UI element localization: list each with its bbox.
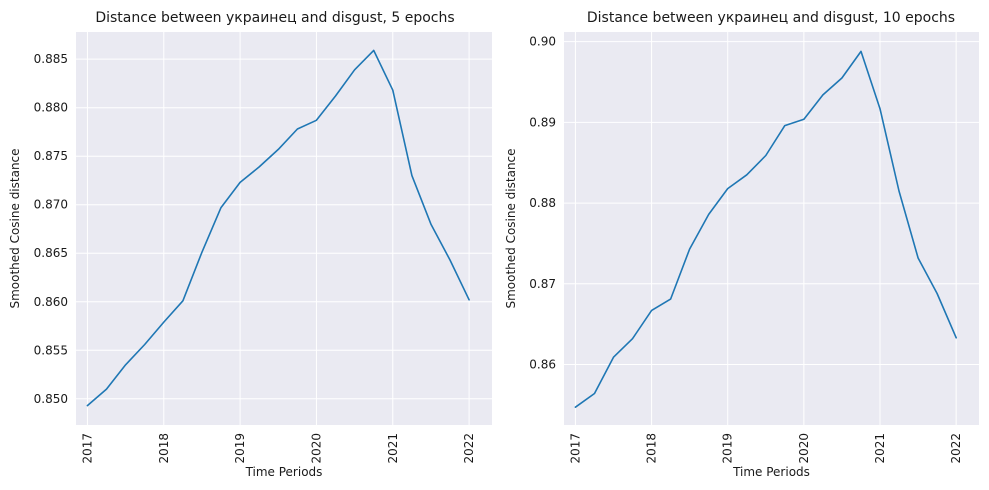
x-tick-label: 2020	[797, 433, 811, 464]
y-tick-label: 0.89	[529, 115, 556, 129]
chart-title: Distance between украинец and disgust, 5…	[95, 10, 454, 26]
left-chart-panel: 2017 2018 2019 2020 2021 2022 0.850 0.855 0.860 0…	[8, 10, 492, 479]
x-tick-label: 2021	[873, 433, 887, 464]
x-tick-label: 2017	[568, 433, 582, 464]
x-tick-label: 2022	[949, 433, 963, 464]
x-tick-label: 2021	[386, 433, 400, 464]
x-tick-label: 2017	[80, 433, 94, 464]
y-tick-label: 0.885	[34, 52, 68, 66]
x-tick-label: 2020	[309, 433, 323, 464]
plot-area	[564, 32, 979, 425]
chart-title: Distance between украинец and disgust, 1…	[587, 10, 955, 26]
y-axis-label: Smoothed Cosine distance	[504, 148, 518, 308]
plot-area	[76, 32, 492, 425]
y-tick-label: 0.86	[529, 357, 556, 371]
y-tick-label: 0.90	[529, 35, 556, 49]
series-line	[574, 50, 958, 409]
y-axis-label: Smoothed Cosine distance	[8, 148, 22, 308]
y-tick-label: 0.87	[529, 277, 556, 291]
y-tick-label: 0.870	[34, 198, 68, 212]
x-tick-label: 2019	[233, 433, 247, 464]
y-tick-label: 0.875	[34, 149, 68, 163]
x-tick-label: 2022	[462, 433, 476, 464]
y-tick-label: 0.880	[34, 101, 68, 115]
x-tick-label: 2018	[645, 433, 659, 464]
y-tick-label: 0.850	[34, 392, 68, 406]
series-line	[86, 49, 470, 407]
x-axis-label: Time Periods	[732, 465, 810, 479]
y-tick-label: 0.865	[34, 246, 68, 260]
x-tick-label: 2018	[157, 433, 171, 464]
x-axis-label: Time Periods	[245, 465, 323, 479]
y-tick-label: 0.855	[34, 343, 68, 357]
right-chart-panel: 2017 2018 2019 2020 2021 2022 0.86 0.87 0.88 0.89…	[504, 10, 979, 479]
y-tick-label: 0.860	[34, 295, 68, 309]
x-tick-label: 2019	[721, 433, 735, 464]
y-tick-label: 0.88	[529, 196, 556, 210]
